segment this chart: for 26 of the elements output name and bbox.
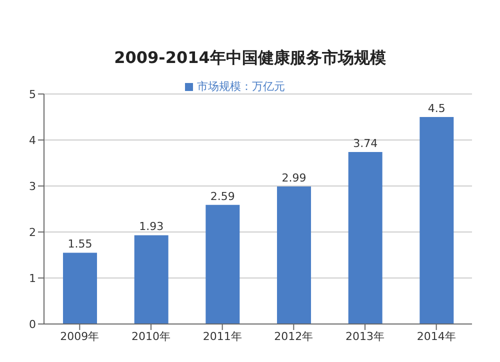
data-label: 1.93 <box>139 220 164 234</box>
y-tick-label: 4 <box>29 134 36 147</box>
data-label: 3.74 <box>353 136 378 150</box>
data-label: 2.59 <box>210 190 235 203</box>
bar <box>206 204 240 324</box>
y-tick-label: 0 <box>29 318 36 331</box>
x-tick-label: 2014年 <box>416 330 456 343</box>
x-tick-label: 2010年 <box>132 330 170 343</box>
y-tick-label: 2 <box>29 226 36 239</box>
x-tick-label: 2011年 <box>202 330 242 343</box>
chart-title: 2009-2014年中国健康服务市场规模 <box>113 47 387 69</box>
legend-label: 市场规模：万亿元 <box>197 80 285 93</box>
x-tick-label: 2012年 <box>274 330 314 343</box>
bar <box>63 252 97 324</box>
y-tick-label: 3 <box>29 180 36 193</box>
data-label: 2.99 <box>282 171 306 184</box>
data-label: 4.5 <box>428 102 446 115</box>
x-tick-label: 2009年 <box>60 330 100 343</box>
bar <box>134 235 168 324</box>
x-tick-label: 2013年 <box>346 330 384 343</box>
y-tick-label: 5 <box>29 88 36 101</box>
bar <box>277 186 311 324</box>
bar <box>420 117 454 324</box>
data-label: 1.55 <box>68 238 92 251</box>
bar <box>348 152 382 324</box>
y-tick-label: 1 <box>29 272 36 285</box>
